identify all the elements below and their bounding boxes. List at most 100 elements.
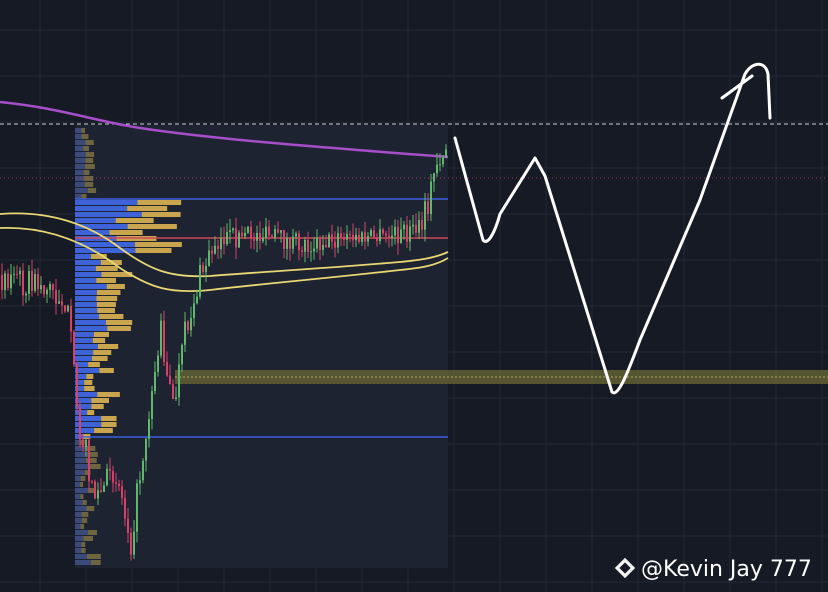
candle-body <box>205 265 207 273</box>
candle-body <box>13 273 15 275</box>
candle-body <box>67 305 69 312</box>
profile-bar-down <box>83 536 93 541</box>
candle-body <box>166 361 168 376</box>
profile-bar-up <box>75 272 102 277</box>
profile-bar-down <box>99 314 124 319</box>
candle-body <box>283 230 285 249</box>
candle-body <box>358 234 360 242</box>
candle-body <box>1 275 3 291</box>
candle-body <box>235 228 237 248</box>
candle-body <box>145 438 147 461</box>
candle-body <box>100 490 102 492</box>
hand-drawn-projection <box>453 62 772 395</box>
profile-bar-up <box>75 392 98 397</box>
profile-bar-up <box>75 218 116 223</box>
candle-body <box>322 244 324 250</box>
candle-body <box>439 164 441 166</box>
candle-body <box>109 468 111 472</box>
candle-body <box>232 228 234 231</box>
profile-bar-down <box>81 542 86 547</box>
watermark: @Kevin Jay 777 <box>614 557 812 582</box>
candle-body <box>127 518 129 533</box>
profile-bar-down <box>101 416 117 421</box>
profile-bar-up <box>75 548 82 553</box>
candle-body <box>19 270 21 275</box>
profile-bar-up <box>75 404 92 409</box>
profile-bar-down <box>105 320 133 325</box>
profile-bar-down <box>107 326 131 331</box>
candle-body <box>445 149 447 158</box>
profile-bar-up <box>75 542 82 547</box>
profile-bar-down <box>101 422 117 427</box>
profile-bar-down <box>84 386 95 391</box>
candle-body <box>394 226 396 236</box>
candle-body <box>214 245 216 254</box>
profile-bar-up <box>75 188 88 193</box>
candle-body <box>340 233 342 238</box>
profile-bar-down <box>80 494 84 499</box>
volume-profile <box>75 128 182 565</box>
profile-bar-down <box>96 296 118 301</box>
candle-body <box>379 229 381 242</box>
profile-bar-up <box>75 206 128 211</box>
candle-body <box>121 486 123 498</box>
profile-bar-up <box>75 146 84 151</box>
candle-body <box>181 344 183 365</box>
profile-bar-down <box>82 500 87 505</box>
profile-bar-down <box>83 170 90 175</box>
candle-body <box>319 237 321 250</box>
profile-bar-up <box>75 134 82 139</box>
candle-body <box>436 164 438 174</box>
moving-average-purple <box>0 100 449 159</box>
profile-bar-down <box>141 212 181 217</box>
candle-body <box>442 157 444 165</box>
profile-bar-up <box>75 308 98 313</box>
profile-bar-up <box>75 164 85 169</box>
candle-body <box>412 224 414 227</box>
profile-bar-down <box>93 350 112 355</box>
candle-body <box>382 229 384 234</box>
profile-bar-down <box>97 392 120 397</box>
profile-bar-up <box>75 248 136 253</box>
profile-bar-up <box>75 350 94 355</box>
candle-body <box>229 230 231 232</box>
candle-body <box>208 250 210 266</box>
profile-bar-down <box>83 146 89 151</box>
candle-body <box>73 331 75 365</box>
candle-body <box>61 301 63 306</box>
profile-bar-down <box>84 164 95 169</box>
profile-bar-up <box>75 506 87 511</box>
candle-body <box>22 270 24 296</box>
profile-bar-up <box>75 200 138 205</box>
profile-bar-up <box>75 242 136 247</box>
profile-bar-up <box>75 416 102 421</box>
candle-body <box>409 226 411 242</box>
profile-bar-down <box>109 230 143 235</box>
profile-bar-down <box>91 254 107 259</box>
profile-bar-down <box>115 218 154 223</box>
profile-bar-down <box>87 464 101 469</box>
candle-body <box>361 232 363 242</box>
profile-bar-up <box>75 554 87 559</box>
candle-body <box>391 235 393 239</box>
profile-bar-up <box>75 332 94 337</box>
candle-body <box>31 271 33 291</box>
candle-body <box>286 237 288 249</box>
profile-bar-up <box>75 494 81 499</box>
candle-body <box>289 237 291 249</box>
candle-body <box>28 271 30 294</box>
candle-body <box>355 234 357 241</box>
profile-bar-down <box>99 368 114 373</box>
candle-body <box>421 220 423 230</box>
candle-body <box>136 483 138 532</box>
candle-body <box>373 230 375 238</box>
candle-body <box>262 237 264 242</box>
candle-body <box>139 480 141 484</box>
profile-bar-up <box>75 410 88 415</box>
candle-body <box>244 232 246 237</box>
profile-bar-down <box>91 398 109 403</box>
candle-body <box>211 250 213 254</box>
candle-body <box>160 320 162 356</box>
